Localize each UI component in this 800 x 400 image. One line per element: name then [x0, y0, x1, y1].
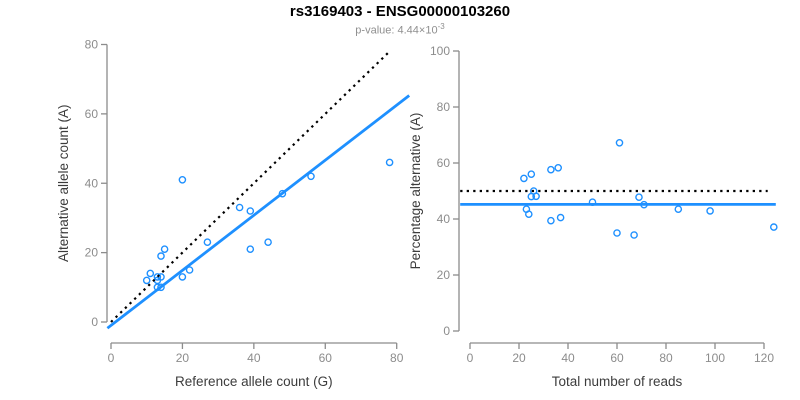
y-tick-label: 0 — [443, 324, 450, 338]
data-point — [520, 174, 528, 183]
data-point — [278, 189, 287, 198]
x-tick-label: 0 — [108, 351, 115, 365]
data-point — [770, 223, 778, 231]
x-tick-label: 60 — [319, 351, 333, 365]
data-point — [385, 158, 394, 167]
y-tick-label: 40 — [437, 212, 451, 226]
identity-line — [110, 50, 391, 323]
x-axis-title: Reference allele count (G) — [175, 374, 333, 389]
pvalue-exponent: -3 — [437, 22, 445, 31]
chart-title: rs3169403 - ENSG00000103260 — [289, 3, 511, 20]
y-tick-label: 0 — [91, 315, 98, 329]
x-tick-label: 40 — [561, 351, 575, 365]
data-point — [142, 276, 151, 285]
x-tick-label: 20 — [512, 351, 526, 365]
data-point — [203, 238, 212, 246]
data-point — [556, 213, 565, 222]
y-tick-label: 60 — [437, 156, 451, 170]
y-tick-label: 20 — [437, 268, 451, 282]
data-point — [246, 245, 255, 253]
data-point — [630, 231, 638, 239]
y-axis-title: Alternative allele count (A) — [56, 104, 71, 262]
data-point — [157, 283, 165, 292]
x-tick-label: 120 — [754, 351, 774, 365]
x-tick-label: 40 — [247, 351, 261, 365]
data-point — [706, 207, 714, 215]
data-point — [246, 207, 255, 215]
data-point — [525, 210, 533, 218]
data-point — [613, 229, 621, 237]
x-tick-label: 100 — [705, 351, 725, 365]
y-tick-label: 80 — [85, 38, 99, 52]
data-point — [527, 170, 536, 178]
y-tick-label: 80 — [437, 100, 451, 114]
x-tick-label: 80 — [390, 351, 404, 365]
x-tick-label: 0 — [467, 351, 474, 365]
x-tick-label: 20 — [176, 351, 190, 365]
data-point — [160, 245, 169, 253]
data-point — [532, 192, 540, 201]
data-point — [635, 193, 643, 201]
data-point — [307, 172, 315, 181]
data-point — [615, 138, 624, 147]
x-tick-label: 80 — [659, 351, 673, 365]
data-point — [264, 238, 272, 246]
chart-subtitle: p-value: 4.44×10-3 — [0, 22, 800, 37]
data-point — [554, 163, 563, 172]
x-tick-label: 60 — [610, 351, 624, 365]
y-axis-title: Percentage alternative (A) — [408, 113, 423, 270]
data-point — [547, 165, 555, 174]
y-tick-label: 20 — [85, 246, 99, 260]
data-point — [547, 216, 555, 225]
data-point — [235, 203, 244, 212]
data-point — [157, 252, 165, 260]
regression-line — [106, 94, 411, 330]
data-point — [146, 269, 155, 278]
pvalue-text: p-value: 4.44×10 — [355, 24, 438, 37]
data-point — [178, 273, 187, 281]
y-tick-label: 100 — [430, 44, 450, 58]
data-point — [185, 266, 194, 274]
y-tick-label: 40 — [85, 176, 99, 190]
x-axis-title: Total number of reads — [552, 374, 683, 389]
data-point — [674, 205, 683, 213]
data-point — [153, 273, 162, 281]
data-point — [178, 175, 187, 184]
y-tick-label: 60 — [85, 107, 99, 121]
